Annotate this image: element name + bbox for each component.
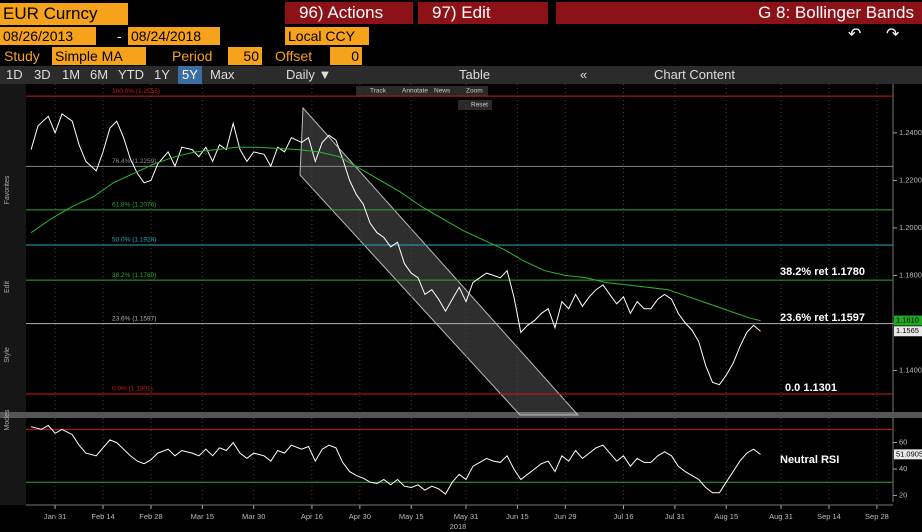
- annotation: 38.2% ret 1.1780: [780, 266, 865, 278]
- trend-channel: [299, 106, 580, 416]
- period-label: Period: [172, 48, 213, 64]
- currency[interactable]: Local CCY: [285, 27, 369, 45]
- y-tick-label: 1.1800: [899, 270, 922, 279]
- annotation: Neutral RSI: [780, 454, 839, 466]
- x-tick-label: Jun 15: [506, 512, 529, 521]
- x-tick-label: Jul 16: [614, 512, 634, 521]
- edit-menu[interactable]: 97) Edit: [418, 2, 548, 24]
- x-tick-label: Aug 15: [714, 512, 738, 521]
- offset[interactable]: 0: [330, 47, 362, 65]
- chart-content[interactable]: Chart Content: [654, 67, 735, 82]
- last-value-label: 1.1565: [896, 326, 919, 335]
- y-tick-label: 1.1400: [899, 365, 922, 374]
- price-line: [30, 424, 761, 495]
- sidebar-label: Edit: [4, 281, 11, 293]
- x-tick-label: Mar 15: [191, 512, 214, 521]
- range-bar: [0, 66, 922, 84]
- level-label: 38.2% (1.1780): [112, 272, 156, 279]
- sidebar-label: Favorites: [4, 175, 11, 204]
- sidebar-label: Style: [4, 347, 11, 363]
- study[interactable]: Simple MA: [52, 47, 146, 65]
- x-tick-label: Jul 31: [665, 512, 685, 521]
- x-tick-label: Sep 14: [817, 512, 841, 521]
- level-label: 0.0% (1.1301): [112, 386, 153, 393]
- x-tick-label: Feb 14: [91, 512, 114, 521]
- last-value-tag: [894, 326, 922, 337]
- x-tick-label: Apr 30: [349, 512, 371, 521]
- y-tick-label: 1.2400: [899, 128, 922, 137]
- x-tick-label: Jun 29: [554, 512, 577, 521]
- last-value-tag: [894, 315, 922, 326]
- range-tab[interactable]: 1Y: [154, 67, 170, 82]
- security[interactable]: EUR Curncy: [0, 3, 128, 25]
- x-tick-label: Mar 30: [242, 512, 265, 521]
- range-tab[interactable]: Max: [210, 67, 235, 82]
- x-tick-label: Aug 31: [769, 512, 793, 521]
- last-value-tag: [894, 449, 922, 460]
- chart-tool: Track: [370, 88, 387, 95]
- x-tick-label: Apr 16: [301, 512, 323, 521]
- frequency[interactable]: Daily ▼: [286, 67, 332, 82]
- chart-tool: Annotate: [402, 88, 428, 95]
- period[interactable]: 50: [228, 47, 262, 65]
- side-toolbar: [0, 84, 26, 505]
- range-tab[interactable]: 3D: [34, 67, 51, 82]
- price-line: [30, 146, 761, 322]
- end-date[interactable]: 08/24/2018: [128, 27, 220, 45]
- last-value-label: 1.1610: [896, 316, 919, 325]
- range-tab[interactable]: 6M: [90, 67, 109, 82]
- redo-icon[interactable]: ↷: [886, 26, 900, 43]
- undo-icon[interactable]: ↶: [848, 26, 861, 43]
- annotation: 23.6% ret 1.1597: [780, 312, 865, 324]
- actions-menu[interactable]: 96) Actions: [285, 2, 413, 24]
- page-title: G 8: Bollinger Bands: [556, 2, 922, 24]
- range-tab[interactable]: 5Y: [178, 66, 202, 84]
- x-tick-label: May 31: [454, 512, 479, 521]
- study-label: Study: [4, 48, 40, 64]
- y-tick-label: 20: [899, 490, 907, 499]
- y-tick-label: 1.2000: [899, 223, 922, 232]
- level-label: 61.8% (1.2076): [112, 202, 156, 209]
- sidebar-label: Modes: [4, 409, 11, 431]
- chart-tool: Zoom: [466, 88, 483, 95]
- reset-button[interactable]: [458, 100, 492, 110]
- x-axis-year: 2018: [450, 522, 467, 531]
- x-tick-label: Feb 28: [139, 512, 162, 521]
- chart-tool: News: [434, 88, 451, 95]
- offset-label: Offset: [275, 48, 313, 64]
- annotation: 0.0 1.1301: [785, 382, 837, 394]
- range-tab[interactable]: YTD: [118, 67, 144, 82]
- level-label: 23.6% (1.1597): [112, 315, 156, 322]
- level-label: 100.0% (1.2555): [112, 88, 160, 95]
- level-label: 76.4% (1.2259): [112, 158, 156, 165]
- range-tab[interactable]: 1M: [62, 67, 81, 82]
- y-tick-label: 1.2200: [899, 175, 922, 184]
- last-value-label: 51.0905: [896, 449, 922, 458]
- x-tick-label: Jan 31: [44, 512, 67, 521]
- back-button[interactable]: «: [580, 67, 588, 82]
- panel-divider: [0, 412, 922, 418]
- x-tick-label: May 15: [399, 512, 424, 521]
- y-tick-label: 40: [899, 464, 907, 473]
- reset-label: Reset: [471, 102, 488, 109]
- start-date[interactable]: 08/26/2013: [0, 27, 96, 45]
- date-separator: -: [117, 28, 122, 44]
- y-tick-label: 60: [899, 438, 907, 447]
- range-tab[interactable]: 1D: [6, 67, 23, 82]
- x-tick-label: Sep 28: [865, 512, 889, 521]
- chart-tools: [356, 86, 488, 96]
- level-label: 50.0% (1.1928): [112, 237, 156, 244]
- table-button[interactable]: Table: [459, 67, 491, 82]
